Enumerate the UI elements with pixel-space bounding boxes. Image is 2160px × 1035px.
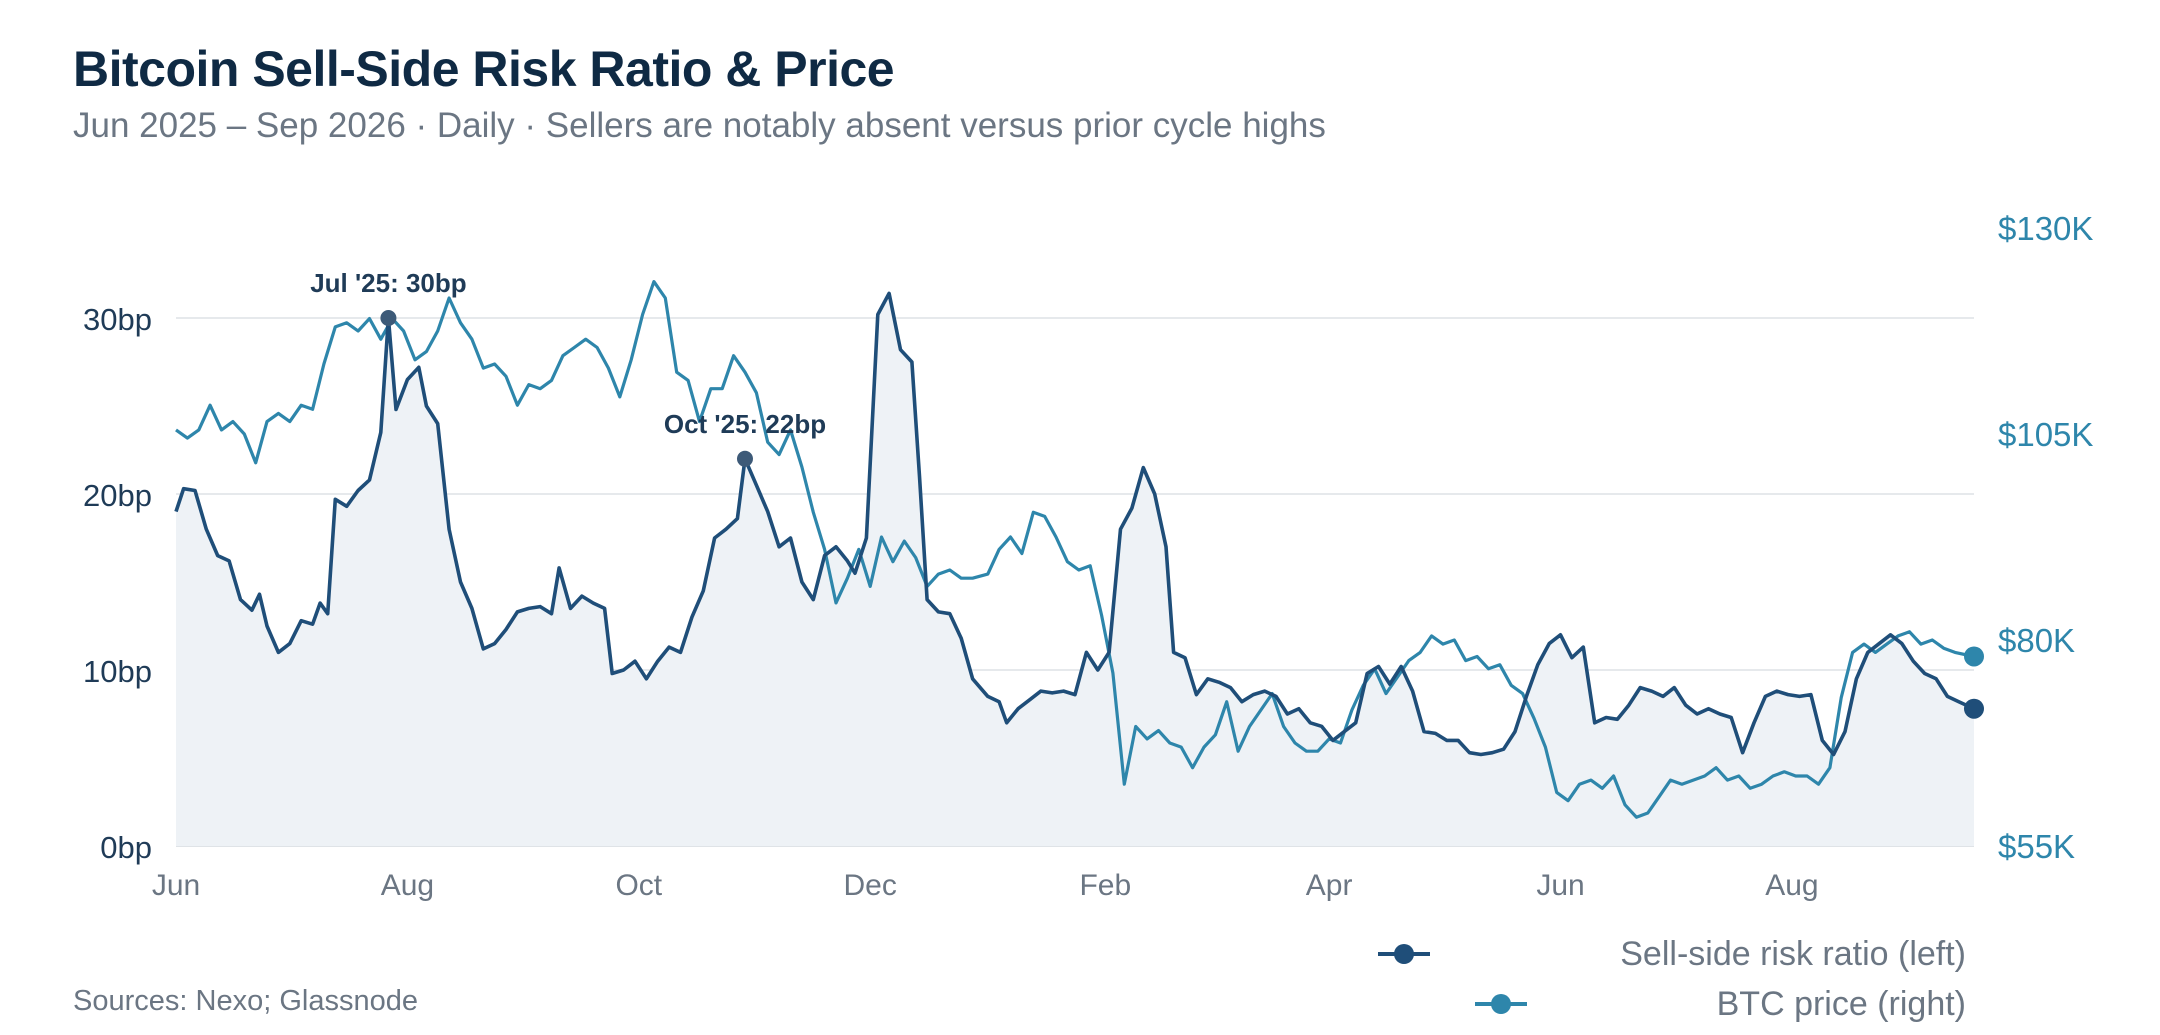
chart-legend: Sell-side risk ratio (left) BTC price (r… bbox=[1378, 929, 1966, 1029]
y-right-tick-label: $55K bbox=[1998, 828, 2075, 865]
y-left-tick-label: 10bp bbox=[83, 654, 152, 689]
chart-subtitle: Jun 2025 – Sep 2026 · Daily · Sellers ar… bbox=[73, 106, 1326, 145]
annotation-marker bbox=[380, 310, 397, 326]
y-right-tick-label: $130K bbox=[1998, 210, 2093, 247]
price-line bbox=[175, 280, 1975, 819]
annotation-label: Jul '25: 30bp bbox=[310, 268, 466, 298]
legend-item-ratio: Sell-side risk ratio (left) bbox=[1378, 929, 1966, 979]
y-right-tick-label: $105K bbox=[1998, 416, 2093, 453]
x-tick-label: Jun bbox=[152, 869, 200, 902]
price-end-point bbox=[1964, 646, 1984, 667]
legend-label-price: BTC price (right) bbox=[1716, 984, 1966, 1023]
x-tick-label: Feb bbox=[1079, 869, 1131, 902]
annotation-marker bbox=[736, 450, 753, 467]
ratio-end-point bbox=[1964, 698, 1984, 719]
legend-swatch-dot bbox=[1394, 944, 1415, 964]
ratio-line bbox=[174, 291, 1975, 757]
y-left-tick-label: 20bp bbox=[83, 478, 152, 513]
x-tick-label: Dec bbox=[843, 869, 896, 902]
x-tick-label: Oct bbox=[615, 869, 662, 902]
annotation-label: Oct '25: 22bp bbox=[664, 409, 826, 439]
y-left-tick-label: 0bp bbox=[100, 830, 152, 865]
legend-swatch-ratio bbox=[1378, 944, 1431, 964]
chart-source: Sources: Nexo; Glassnode bbox=[73, 985, 418, 1017]
y-right-tick-label: $80K bbox=[1998, 622, 2075, 659]
chart-title: Bitcoin Sell-Side Risk Ratio & Price bbox=[73, 41, 895, 97]
x-tick-label: Aug bbox=[381, 869, 434, 902]
legend-swatch-dot bbox=[1490, 994, 1511, 1014]
legend-item-price: BTC price (right) bbox=[1378, 979, 1966, 1029]
y-left-tick-label: 30bp bbox=[83, 302, 152, 337]
x-tick-label: Jun bbox=[1536, 869, 1584, 902]
legend-label-ratio: Sell-side risk ratio (left) bbox=[1620, 934, 1966, 973]
legend-swatch-price bbox=[1474, 994, 1527, 1014]
x-tick-label: Apr bbox=[1306, 869, 1353, 902]
ratio-area bbox=[176, 293, 1974, 846]
x-tick-label: Aug bbox=[1765, 869, 1818, 902]
